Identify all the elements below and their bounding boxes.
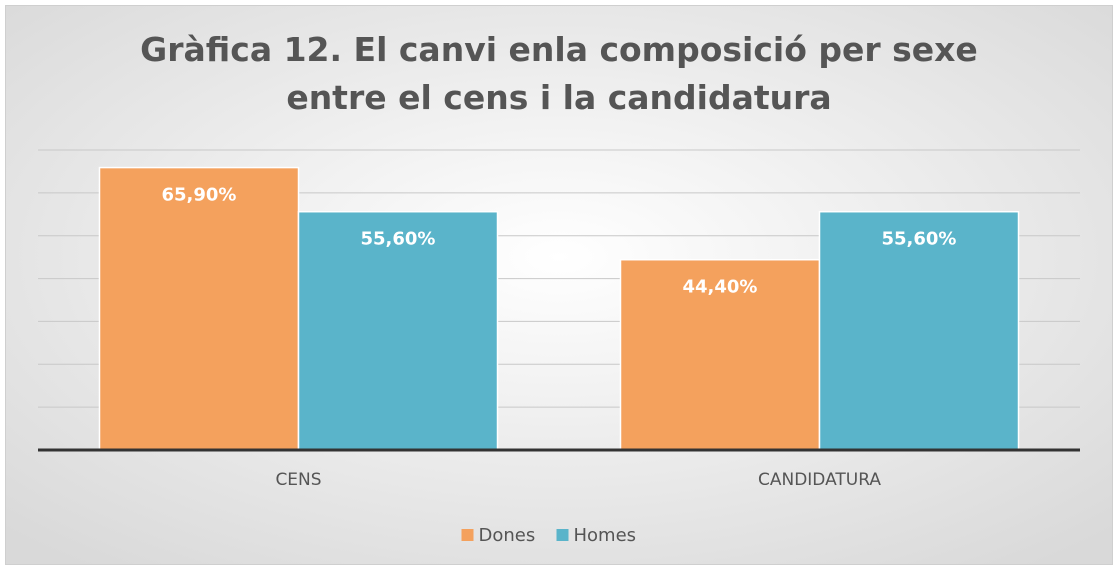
data-label: 65,90% [162, 185, 237, 206]
data-label: 55,60% [361, 229, 436, 250]
x-tick-label: CENS [275, 470, 321, 490]
legend-label: Dones [479, 525, 536, 546]
x-tick-label: CANDIDATURA [758, 470, 881, 490]
data-label: 55,60% [882, 229, 957, 250]
chart-title: Gràfica 12. El canvi enla composició per… [140, 30, 978, 117]
data-label: 44,40% [683, 277, 758, 298]
legend-swatch [461, 529, 474, 541]
bar [297, 210, 499, 451]
legend-swatch [556, 529, 569, 541]
bar [818, 210, 1020, 451]
legend-label: Homes [574, 525, 637, 546]
bar [98, 166, 300, 451]
